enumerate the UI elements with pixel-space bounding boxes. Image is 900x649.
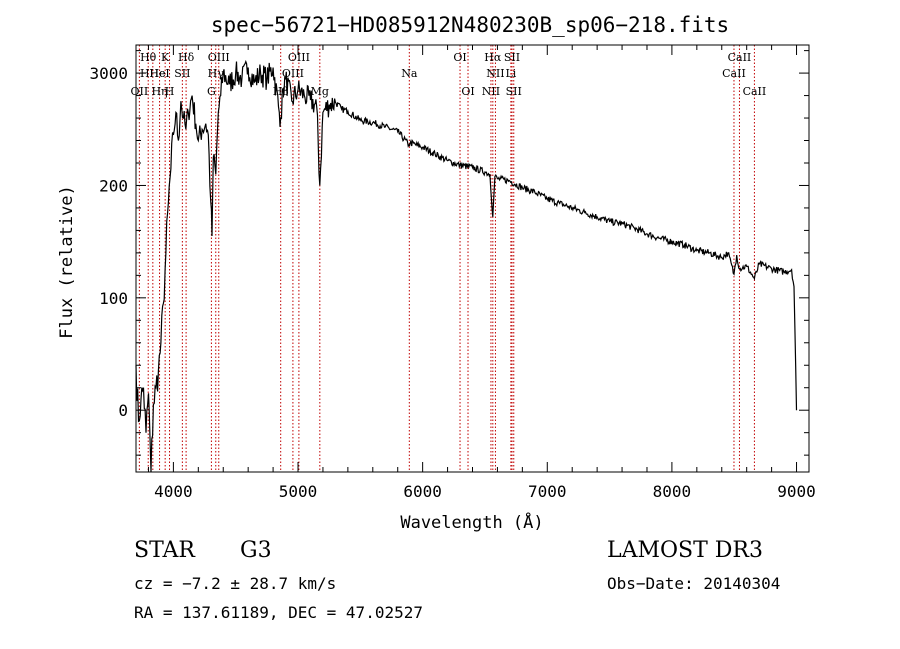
survey-label: LAMOST DR3: [607, 538, 763, 563]
y-tick-label: 100: [99, 289, 128, 308]
y-tick-label: 0: [118, 401, 128, 420]
line-label: Hα: [484, 51, 502, 64]
subclass: G3: [240, 538, 272, 563]
x-tick-label: 9000: [777, 482, 816, 501]
line-label: Hθ: [140, 51, 157, 64]
line-label: Na: [401, 67, 418, 80]
line-label: H: [165, 85, 175, 98]
line-label: OI: [453, 51, 466, 64]
x-tick-label: 7000: [528, 482, 567, 501]
x-tick-label: 4000: [154, 482, 193, 501]
emission-line-markers: [138, 45, 755, 472]
plot-frame: [135, 44, 810, 473]
spectrum-line: [135, 59, 798, 473]
line-label: Mg: [311, 85, 329, 98]
line-label: SII: [174, 67, 190, 80]
line-label: OIII: [288, 51, 310, 64]
line-label: K: [161, 51, 170, 64]
line-label: CaII: [728, 51, 752, 64]
x-tick-label: 5000: [279, 482, 318, 501]
observation-date: Obs−Date: 20140304: [607, 574, 781, 593]
x-axis-label: Wavelength (Å): [400, 511, 543, 533]
line-label: OII: [131, 85, 149, 98]
y-axis-label: Flux (relative): [57, 185, 77, 339]
axis-ticks: 4000 5000 6000 7000 8000 9000 0 100 200 3000: [89, 45, 816, 501]
ra-dec-coordinates: RA = 137.61189, DEC = 47.02527: [134, 603, 423, 622]
object-class: STAR: [134, 538, 195, 563]
line-label: CaII: [722, 67, 746, 80]
y-tick-label: 3000: [89, 64, 128, 83]
line-label: G: [207, 85, 216, 98]
line-label: Hβ: [273, 85, 289, 98]
line-label: CaII: [743, 85, 767, 98]
redshift-velocity: cz = −7.2 ± 28.7 km/s: [134, 574, 337, 593]
x-tick-label: 6000: [403, 482, 442, 501]
line-label: OIII: [282, 67, 304, 80]
line-label: Hγ: [208, 67, 225, 80]
y-tick-label: 200: [99, 176, 128, 195]
chart-title: spec−56721−HD085912N480230B_sp06−218.fit…: [211, 13, 729, 37]
line-label: Hδ: [178, 51, 195, 64]
line-label: Li: [505, 67, 516, 80]
line-label: SII: [504, 51, 520, 64]
line-label: NII: [482, 85, 500, 98]
line-label: NII: [486, 67, 504, 80]
line-label: HeI: [149, 67, 169, 80]
line-label: Hη: [151, 85, 167, 98]
line-label: HHe: [140, 67, 166, 80]
line-label: OI: [461, 85, 474, 98]
line-label: SII: [506, 85, 522, 98]
line-label: OIII: [208, 51, 230, 64]
x-tick-label: 8000: [653, 482, 692, 501]
